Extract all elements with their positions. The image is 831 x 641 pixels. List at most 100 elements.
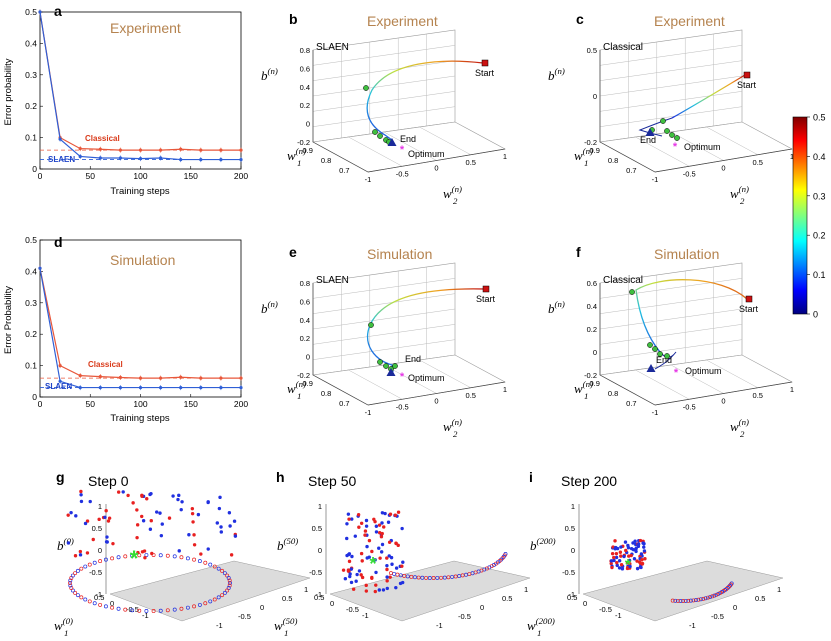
target-star: * (130, 546, 139, 571)
cloud-point (642, 549, 647, 553)
ring-point (158, 553, 163, 558)
cloud-point (359, 521, 364, 526)
w1-tick-label: 0 (110, 599, 114, 608)
cloud-point (179, 507, 183, 512)
w2-tick-label: 1 (790, 152, 794, 161)
x-tick-label: 150 (184, 171, 198, 181)
panel-title: Simulation (654, 246, 719, 262)
grid-line (635, 369, 690, 400)
grid-line (706, 126, 758, 155)
ring-point (431, 576, 436, 580)
ring-point (688, 598, 693, 603)
cloud-point (116, 490, 121, 494)
cloud-point (610, 565, 614, 570)
cloud-point (219, 530, 224, 534)
cloud-point (364, 589, 369, 593)
cloud-point (79, 489, 83, 494)
w1-tick-label: -0.5 (126, 605, 139, 614)
cloud-point (228, 524, 232, 528)
ring-point (110, 605, 115, 610)
grid-line (670, 364, 724, 394)
w2-tick-label: 1 (777, 585, 781, 594)
w2-tick-label: 1 (503, 152, 507, 161)
colorbar-tick-label: 0.1 (813, 270, 826, 280)
ring-point (123, 554, 128, 559)
ring-point (79, 595, 84, 600)
ring-point (116, 606, 121, 611)
w1-tick-label: 0 (330, 599, 334, 608)
panel-e: e Simulation SLAEN 0.8 0.6 0.4 0.2 0 -0.20.9 0.8 0… (261, 244, 507, 439)
cloud-point (343, 577, 348, 581)
x-tick-label: 100 (133, 171, 147, 181)
ring-point (70, 573, 75, 578)
y-tick-label: 0.5 (25, 235, 37, 245)
grid-line (312, 278, 456, 299)
panel-a-plot: 0 50 100 150 200 0 0.1 0.2 0.3 0.4 0.5 (25, 7, 248, 181)
optimum-marker: * (400, 144, 405, 156)
cloud-point (394, 541, 398, 545)
x-tick-label: 50 (86, 171, 96, 181)
y-tick-label: 0.2 (25, 329, 37, 339)
base-plane (329, 560, 531, 622)
w2-tick-label: 0 (733, 603, 737, 612)
w1-axis-label-subscript: 1 (584, 158, 588, 168)
cloud-point (363, 529, 368, 533)
z-axis-label: b(n) (261, 66, 278, 83)
cloud-point (348, 574, 352, 579)
grid-line (312, 308, 456, 330)
grid-line (383, 131, 437, 161)
waypoint-marker (392, 363, 398, 369)
panel-title: Experiment (654, 13, 725, 29)
w1-axis-label-subscript: 1 (537, 628, 541, 638)
start-marker (481, 59, 489, 67)
w2-axis-line (367, 381, 506, 406)
w2-tick-label: 0 (480, 603, 484, 612)
cloud-point (365, 556, 369, 560)
panel-title: Step 200 (561, 473, 617, 489)
end-marker (646, 364, 656, 372)
z-tick-label: -0.5 (309, 568, 322, 577)
cloud-point (136, 550, 140, 555)
ring-point (203, 560, 208, 565)
grid-line (348, 136, 403, 167)
end-label: End (656, 355, 672, 365)
cloud-point (148, 527, 153, 531)
cloud-point (155, 510, 159, 514)
w2-axis-label-subscript: 2 (740, 196, 745, 206)
w1-axis-label: w(n) (574, 379, 593, 396)
w2-tick-label: 0.5 (753, 391, 763, 400)
cloud-point (636, 542, 641, 546)
w1-axis-label: w(0) (54, 616, 73, 633)
w2-axis-label-subscript: 2 (740, 429, 745, 439)
ring-point (424, 575, 429, 580)
cloud-point (171, 494, 175, 498)
ring-point (216, 566, 221, 571)
w2-tick-label: 1 (304, 585, 308, 594)
cloud-point (614, 551, 619, 556)
cloud-point (360, 559, 364, 563)
w1-axis-label-subscript: 1 (284, 628, 288, 638)
panel-a-title: Experiment (110, 20, 181, 36)
cloud-point (354, 579, 358, 583)
x-tick-label: 0 (38, 399, 43, 409)
z-tick-label: 0 (593, 92, 597, 101)
ring-point (165, 608, 170, 613)
ring-point (708, 595, 713, 599)
y-tick-label: 0 (32, 392, 37, 402)
cloud-point (150, 551, 154, 556)
ring-point (144, 553, 149, 557)
cloud-point (374, 524, 379, 528)
z-axis-label: b(0) (57, 536, 74, 553)
z-tick-label: -1 (568, 590, 575, 599)
ring-point (75, 568, 80, 573)
cloud-point (140, 514, 144, 519)
cloud-point (401, 560, 405, 564)
w1-axis-label: w(50) (274, 616, 297, 633)
w1-tick-label: 0.5 (314, 593, 324, 602)
w2-tick-label: -1 (365, 408, 372, 417)
w1-axis-label-subscript: 1 (297, 391, 301, 401)
cloud-point (373, 589, 377, 594)
target-star: * (369, 554, 376, 574)
cloud-point (398, 581, 403, 586)
cloud-point (88, 499, 92, 504)
